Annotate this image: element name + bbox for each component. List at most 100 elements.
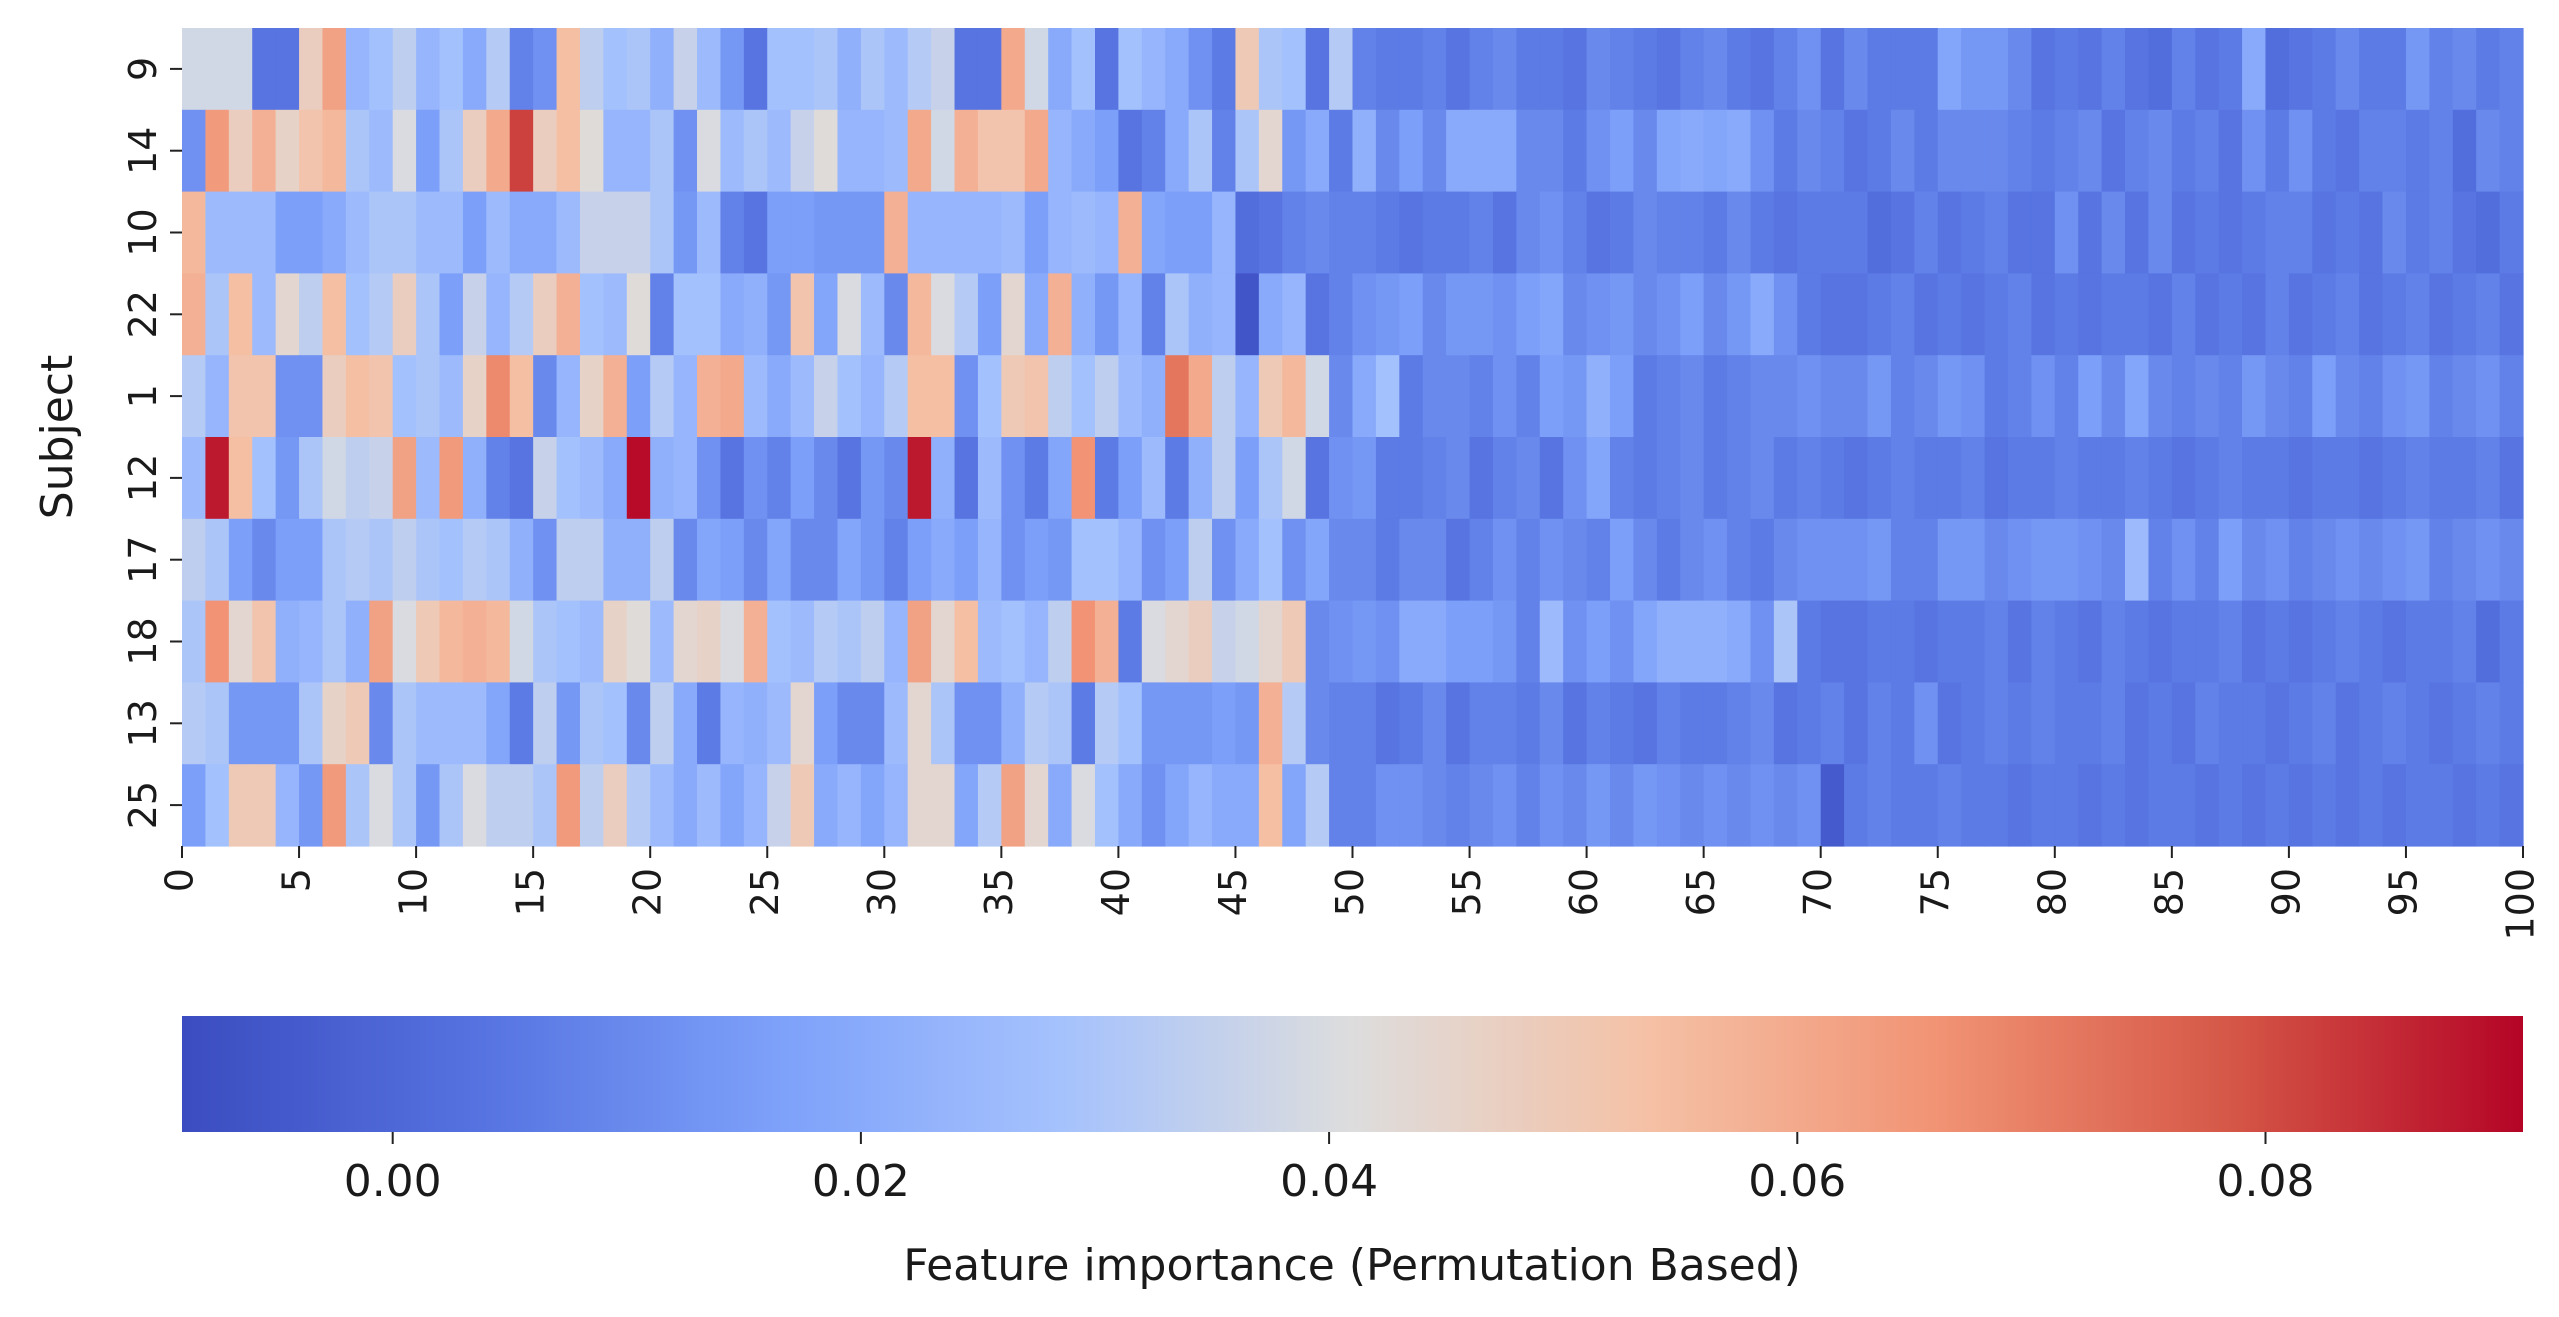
heatmap-cell bbox=[814, 191, 839, 274]
heatmap-cell bbox=[416, 437, 441, 520]
heatmap-cell bbox=[1633, 28, 1658, 111]
heatmap-cell bbox=[743, 273, 768, 356]
heatmap-cell bbox=[626, 600, 651, 683]
heatmap-cell bbox=[299, 273, 324, 356]
heatmap-cell bbox=[884, 109, 909, 193]
heatmap-cell bbox=[1352, 518, 1377, 602]
y-tick-label: 22 bbox=[121, 290, 165, 338]
heatmap-cell bbox=[720, 191, 745, 274]
heatmap-cell bbox=[299, 28, 324, 111]
heatmap-cell bbox=[907, 600, 932, 683]
heatmap-cell bbox=[252, 600, 277, 683]
heatmap-cell bbox=[2101, 600, 2126, 683]
heatmap-cell bbox=[1890, 273, 1915, 356]
heatmap-cell bbox=[533, 518, 558, 602]
x-tick-label: 70 bbox=[1796, 868, 1840, 916]
heatmap-cell bbox=[1141, 355, 1166, 438]
heatmap-cell bbox=[931, 355, 956, 438]
heatmap-cell bbox=[1680, 764, 1705, 847]
heatmap-cell bbox=[182, 764, 207, 847]
heatmap-cell bbox=[1773, 28, 1798, 111]
heatmap-cell bbox=[345, 682, 370, 765]
heatmap-cell bbox=[2335, 600, 2360, 683]
heatmap-cell bbox=[556, 28, 581, 111]
heatmap-cell bbox=[2382, 28, 2407, 111]
heatmap-cell bbox=[697, 764, 722, 847]
heatmap-cell bbox=[1586, 109, 1611, 193]
heatmap-cell bbox=[1516, 273, 1541, 356]
heatmap-cell bbox=[2195, 355, 2220, 438]
heatmap-cell bbox=[579, 437, 604, 520]
heatmap-cell bbox=[837, 682, 862, 765]
heatmap-cell bbox=[1703, 682, 1728, 765]
heatmap-cell bbox=[1399, 600, 1424, 683]
heatmap-cell bbox=[486, 518, 511, 602]
heatmap-cell bbox=[720, 273, 745, 356]
heatmap-cell bbox=[439, 682, 464, 765]
heatmap-cell bbox=[1446, 600, 1471, 683]
heatmap-cell bbox=[2288, 437, 2313, 520]
heatmap-cell bbox=[1235, 518, 1260, 602]
heatmap-cell bbox=[275, 764, 300, 847]
heatmap-cell bbox=[1188, 109, 1213, 193]
heatmap-cell bbox=[1727, 518, 1752, 602]
heatmap-cell bbox=[345, 191, 370, 274]
heatmap-cell bbox=[2242, 28, 2267, 111]
heatmap-cell bbox=[1188, 28, 1213, 111]
heatmap-cell bbox=[1212, 600, 1237, 683]
heatmap-cell bbox=[1024, 355, 1049, 438]
heatmap-cell bbox=[603, 28, 628, 111]
heatmap-cell bbox=[1844, 518, 1869, 602]
heatmap-cell bbox=[416, 682, 441, 765]
heatmap-cell bbox=[977, 109, 1002, 193]
heatmap-cell bbox=[1610, 437, 1635, 520]
heatmap-cell bbox=[1094, 600, 1119, 683]
heatmap-cell bbox=[2031, 437, 2056, 520]
heatmap-cell bbox=[2499, 355, 2524, 438]
heatmap-cell bbox=[2031, 764, 2056, 847]
heatmap-cell bbox=[275, 273, 300, 356]
heatmap-cell bbox=[1024, 682, 1049, 765]
heatmap-cell bbox=[1610, 28, 1635, 111]
heatmap-cell bbox=[1656, 518, 1681, 602]
colorbar-label: Feature importance (Permutation Based) bbox=[903, 1240, 1801, 1291]
heatmap-cell bbox=[1469, 437, 1494, 520]
heatmap-cell bbox=[2007, 273, 2032, 356]
heatmap-cell bbox=[2265, 518, 2290, 602]
heatmap-cell bbox=[1984, 682, 2009, 765]
heatmap-cell bbox=[2476, 764, 2501, 847]
heatmap-cell bbox=[837, 764, 862, 847]
heatmap-cell bbox=[556, 600, 581, 683]
heatmap-cell bbox=[1844, 764, 1869, 847]
heatmap-cell bbox=[743, 518, 768, 602]
heatmap-cell bbox=[275, 109, 300, 193]
heatmap-cell bbox=[2148, 518, 2173, 602]
heatmap-cell bbox=[182, 273, 207, 356]
heatmap-cell bbox=[1305, 764, 1330, 847]
heatmap-cell bbox=[2312, 518, 2337, 602]
heatmap-cell bbox=[837, 273, 862, 356]
heatmap-cell bbox=[1024, 28, 1049, 111]
x-tick-label: 80 bbox=[2030, 868, 2074, 916]
heatmap-cell bbox=[2476, 273, 2501, 356]
heatmap-cell bbox=[1329, 191, 1354, 274]
heatmap-cell bbox=[416, 109, 441, 193]
heatmap-cell bbox=[322, 437, 347, 520]
heatmap-cell bbox=[2382, 600, 2407, 683]
heatmap-cell bbox=[626, 191, 651, 274]
heatmap-cell bbox=[860, 682, 885, 765]
heatmap-cell bbox=[2125, 273, 2150, 356]
heatmap-cell bbox=[2242, 600, 2267, 683]
heatmap-cell bbox=[1235, 764, 1260, 847]
heatmap-cell bbox=[2007, 764, 2032, 847]
heatmap-cell bbox=[1118, 273, 1143, 356]
heatmap-cell bbox=[2265, 437, 2290, 520]
heatmap-cell bbox=[1282, 355, 1307, 438]
heatmap-cell bbox=[931, 764, 956, 847]
heatmap-cell bbox=[2265, 682, 2290, 765]
heatmap-cell bbox=[2312, 682, 2337, 765]
heatmap-cell bbox=[1703, 28, 1728, 111]
heatmap-cell bbox=[252, 28, 277, 111]
heatmap-cell bbox=[439, 355, 464, 438]
heatmap-cell bbox=[1703, 191, 1728, 274]
